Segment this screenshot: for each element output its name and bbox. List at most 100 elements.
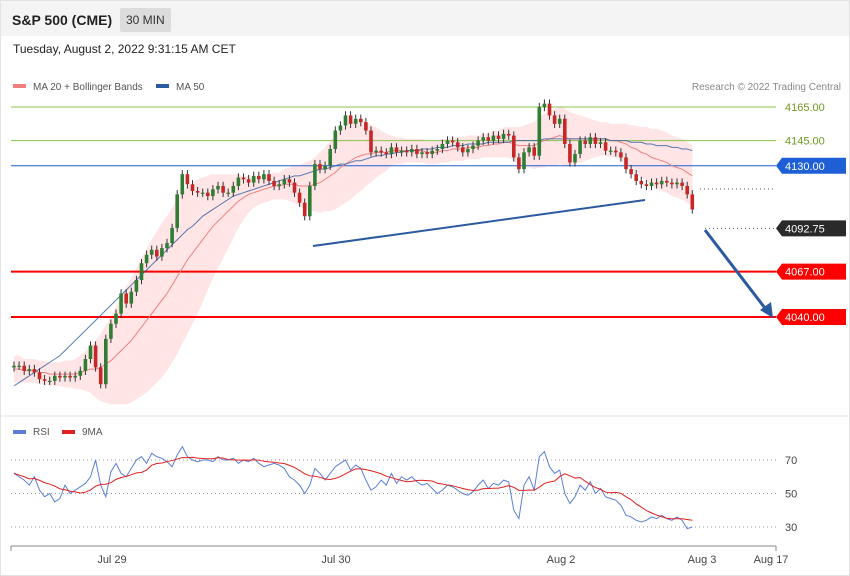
candle-body [425, 152, 429, 155]
candle-body [231, 185, 236, 193]
legend-swatch-1 [156, 84, 169, 88]
candle-body [573, 154, 577, 163]
candle-body [359, 118, 363, 123]
candle-body [481, 137, 485, 141]
candle-body [292, 182, 297, 193]
candle-body [144, 254, 149, 264]
candle-body [27, 369, 32, 371]
candle-body [608, 150, 613, 152]
candle-body [644, 184, 649, 186]
candle-body [180, 174, 185, 195]
candle-body [104, 338, 108, 385]
candle-body [619, 152, 623, 158]
ma50-line [13, 138, 693, 387]
candle-body [527, 147, 531, 153]
candle-body [98, 367, 103, 385]
candle-body [501, 133, 506, 139]
candle-body [160, 248, 164, 257]
candle-body [236, 177, 241, 186]
candle-body [216, 185, 220, 190]
candle-body [455, 142, 460, 148]
candle-body [93, 345, 98, 368]
candle-body [53, 375, 57, 381]
candle-body [257, 175, 261, 180]
candle-body [506, 133, 511, 136]
candle-body [542, 103, 547, 107]
candle-body [124, 293, 128, 304]
candle-body [680, 182, 684, 186]
candle-body [221, 185, 225, 193]
candle-body [486, 137, 491, 141]
candle-body [323, 165, 327, 170]
candle-body [190, 184, 195, 191]
level-tag-4040.00 [776, 309, 846, 325]
projection-arrow-head [760, 302, 773, 318]
interval-badge[interactable]: 30 MIN [120, 8, 171, 32]
rsi-tick-30: 30 [785, 522, 797, 534]
candle-body [583, 140, 587, 144]
candle-body [415, 149, 419, 155]
candle-body [134, 280, 139, 292]
candle-body [394, 147, 399, 153]
candle-body [114, 313, 118, 324]
candle-body [170, 227, 174, 244]
copyright-note: Research © 2022 Trading Central [692, 82, 841, 93]
candle-body [649, 182, 654, 186]
candle-body [389, 147, 394, 155]
candle-body [211, 189, 215, 197]
candle-body [690, 194, 695, 210]
candle-body [568, 143, 572, 163]
rsi-legend-label-0: RSI [33, 427, 50, 438]
candle-body [420, 152, 424, 155]
projection-arrow-shaft [703, 229, 770, 313]
candle-body [206, 192, 210, 197]
level-label-4165.00: 4165.00 [785, 102, 825, 114]
level-label-4130.00: 4130.00 [785, 161, 825, 173]
candle-body [155, 249, 159, 257]
candle-body [308, 185, 312, 217]
candle-body [338, 125, 343, 131]
candle-body [603, 142, 608, 151]
candle-body [578, 140, 582, 155]
candle-body [517, 157, 521, 170]
candle-body [430, 150, 434, 155]
candle-body [654, 182, 659, 185]
rsi-tick-70: 70 [785, 455, 797, 467]
candle-body [445, 140, 450, 144]
candle-body [119, 293, 123, 314]
rsi-9ma-line [13, 456, 693, 521]
candle-body [42, 379, 47, 381]
support-trendline [312, 199, 646, 247]
candle-body [302, 202, 307, 217]
candle-body [552, 115, 557, 124]
level-label-4040.00: 4040.00 [785, 312, 825, 324]
instrument-title: S&P 500 (CME) [12, 12, 113, 28]
candle-body [404, 150, 409, 153]
candle-body [466, 149, 470, 153]
level-tag-4067.00 [776, 263, 846, 280]
candle-body [68, 375, 72, 378]
legend-swatch-0 [13, 84, 26, 88]
candle-body [63, 375, 67, 378]
candle-body [496, 135, 501, 139]
candle-body [195, 191, 200, 193]
candle-body [297, 192, 302, 203]
candle-body [139, 263, 144, 281]
candle-body [165, 243, 169, 249]
x-tick-label: Jul 29 [97, 554, 126, 566]
rsi-tick-50: 50 [785, 489, 797, 501]
candle-body [374, 150, 378, 153]
candle-body [88, 345, 93, 359]
candle-body [639, 180, 644, 185]
candle-body [629, 169, 633, 175]
candle-body [78, 370, 83, 376]
candle-body [129, 291, 134, 304]
candle-body [267, 174, 271, 181]
x-tick-label: Aug 2 [547, 554, 576, 566]
x-tick-label: Jul 30 [321, 554, 350, 566]
candle-body [659, 180, 664, 185]
candle-body [149, 249, 154, 255]
candle-body [246, 179, 251, 183]
rsi-legend-swatch-1 [62, 430, 75, 434]
candle-body [624, 157, 628, 170]
